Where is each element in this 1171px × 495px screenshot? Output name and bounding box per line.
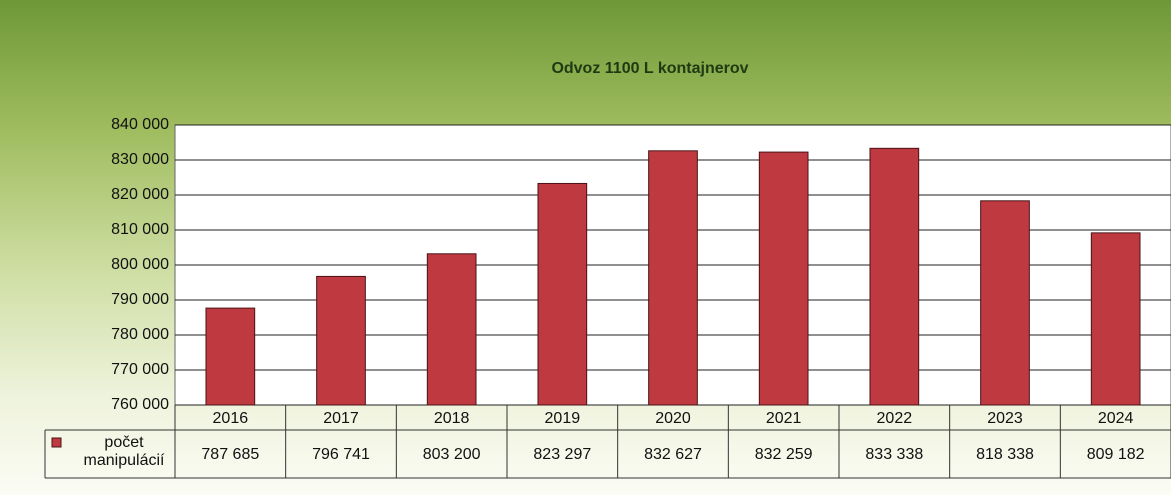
y-tick-label: 800 000: [111, 256, 169, 273]
legend-swatch: [51, 437, 62, 448]
data-label: 787 685: [201, 446, 259, 463]
x-tick-label: 2016: [213, 410, 249, 427]
data-label: 832 259: [755, 446, 813, 463]
bar: [980, 200, 1030, 406]
data-label: 823 297: [533, 446, 591, 463]
x-tick-label: 2024: [1098, 410, 1134, 427]
bar: [426, 253, 477, 406]
chart-title: Odvoz 1100 L kontajnerov: [551, 60, 748, 77]
bar: [1090, 232, 1141, 406]
y-tick-label: 780 000: [111, 326, 169, 343]
y-tick-label: 820 000: [111, 186, 169, 203]
y-tick-label: 790 000: [111, 291, 169, 308]
x-tick-label: 2017: [323, 410, 359, 427]
data-label: 833 338: [865, 446, 923, 463]
bar: [869, 147, 920, 406]
y-tick-label: 810 000: [111, 221, 169, 238]
x-tick-label: 2022: [877, 410, 913, 427]
data-label: 796 741: [312, 446, 370, 463]
data-label: 803 200: [423, 446, 481, 463]
y-tick-label: 770 000: [111, 361, 169, 378]
x-tick-label: 2018: [434, 410, 470, 427]
x-tick-label: 2019: [545, 410, 581, 427]
data-label: 832 627: [644, 446, 702, 463]
y-tick-label: 830 000: [111, 151, 169, 168]
bar: [205, 307, 256, 406]
x-tick-label: 2021: [766, 410, 802, 427]
data-label: 809 182: [1087, 446, 1145, 463]
y-tick-label: 840 000: [111, 116, 169, 133]
bar: [758, 151, 809, 406]
bar: [648, 150, 698, 406]
x-tick-label: 2020: [655, 410, 691, 427]
bar: [537, 182, 588, 406]
data-label: 818 338: [976, 446, 1034, 463]
x-tick-label: 2023: [987, 410, 1023, 427]
legend-label: počet manipulácií: [83, 434, 165, 469]
y-tick-label: 760 000: [111, 396, 169, 413]
bar: [316, 275, 366, 406]
